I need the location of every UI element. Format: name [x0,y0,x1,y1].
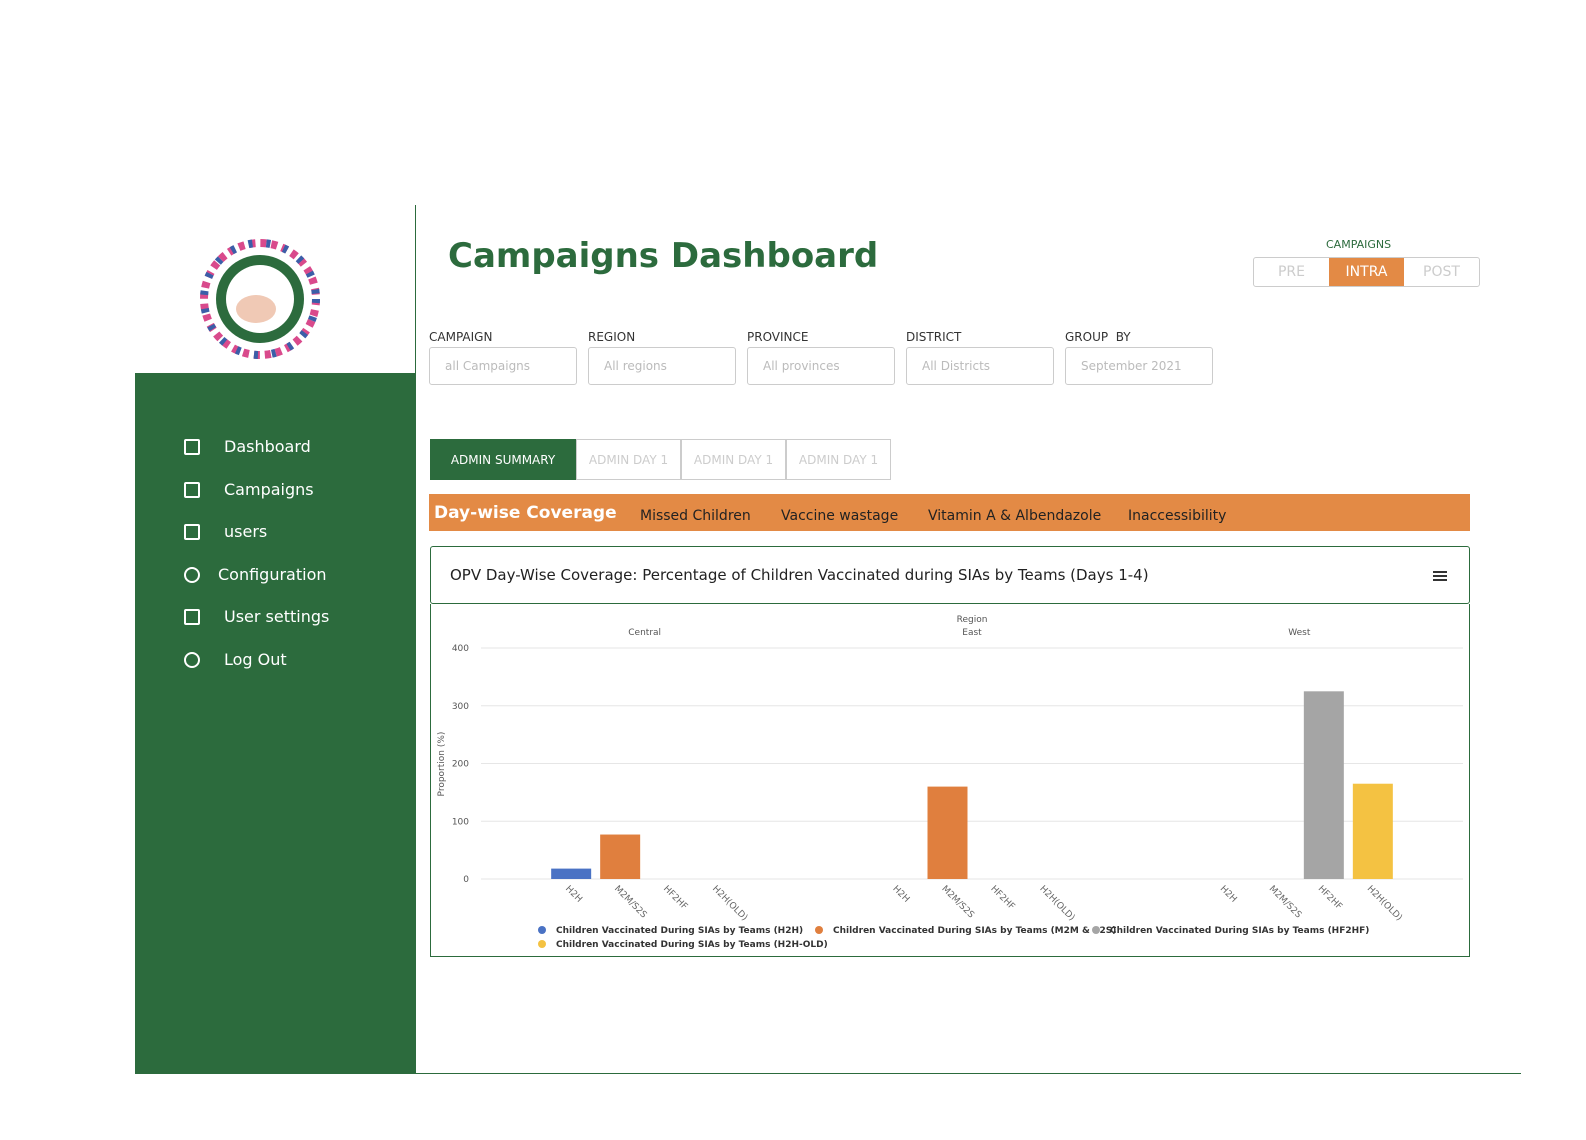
filter-input[interactable]: All Districts [906,347,1054,385]
filter-label: GROUP BY [1065,330,1131,344]
legend-label: Children Vaccinated During SIAs by Teams… [556,940,828,950]
legend-swatch [815,926,823,934]
x-tick-label: H2H(OLD) [1037,884,1076,923]
legend-swatch [1092,926,1100,934]
section-bar [429,494,1470,531]
legend-swatch [538,940,546,948]
bar [1352,783,1393,879]
chart: 0 100 200 300 400 Proportion (%) Region Central… [430,604,1470,957]
chart-menu[interactable] [1433,571,1447,581]
logo [200,239,320,359]
nav-item[interactable]: Campaigns [224,479,314,499]
section-tab[interactable]: Vaccine wastage [781,508,899,524]
group-label: Central [628,628,661,638]
bar [927,786,968,879]
x-tick-label: H2H(OLD) [1365,884,1404,923]
nav-icon [184,481,200,498]
phase-button[interactable]: POST [1423,264,1460,280]
x-tick-label: HF2HF [1316,884,1344,912]
tab[interactable]: ADMIN DAY 1 [576,439,681,480]
group-label: West [1288,628,1311,638]
x-tick-label: H2H(OLD) [710,884,749,923]
x-tick-label: M2M/S2S [939,884,976,921]
nav-item[interactable]: users [224,522,268,541]
bar [551,868,592,879]
filter-label: REGION [588,330,636,344]
y-tick-label: 300 [452,702,469,712]
filter-input[interactable]: All regions [588,347,736,385]
y-tick-label: 100 [452,817,469,827]
filter-label: CAMPAIGN [429,330,493,344]
nav-item[interactable]: Log Out [224,649,287,669]
nav-icon [184,609,200,625]
bar [1303,691,1344,879]
nav-icon [184,651,200,668]
campaigns-label: CAMPAIGNS [1326,238,1392,251]
legend-label: Children Vaccinated During SIAs by Teams… [1110,926,1369,936]
nav-icon [184,439,200,455]
bar [600,834,641,879]
tab[interactable]: ADMIN SUMMARY [430,439,576,480]
y-axis-label: Proportion (%) [437,732,447,797]
nav-item[interactable]: Configuration [218,564,327,584]
x-tick-label: H2H [563,884,584,905]
nav-icon [184,524,200,540]
legend-label: Children Vaccinated During SIAs by Teams… [833,926,1116,936]
x-tick-label: HF2HF [661,884,689,912]
section-tab[interactable]: Inaccessibility [1128,508,1227,524]
y-tick-label: 400 [452,644,469,654]
section-tab[interactable]: Day-wise Coverage [434,503,617,523]
x-tick-label: M2M/S2S [612,884,649,921]
legend-label: Children Vaccinated During SIAs by Teams… [556,926,803,936]
bottom-line [416,1073,1521,1074]
nav-icon [184,566,200,583]
nav-item[interactable]: User settings [224,607,330,626]
filter-label: PROVINCE [747,330,809,344]
phase-button[interactable]: INTRA [1329,258,1404,286]
x-tick-label: M2M/S2S [1267,884,1304,921]
group-label: East [962,628,982,638]
section-tab[interactable]: Vitamin A & Albendazole [928,508,1102,524]
chart-header [430,546,1470,604]
y-tick-label: 0 [463,875,469,885]
y-tick-label: 200 [452,760,469,770]
x-tick-label: H2H [890,884,911,905]
filter-input[interactable]: September 2021 [1065,347,1213,385]
x-axis-label: Region [957,615,988,625]
page-title: Campaigns Dashboard [448,236,879,276]
filter-input[interactable]: all Campaigns [429,347,577,385]
filter-label: DISTRICT [906,330,962,344]
nav-item[interactable]: Dashboard [224,437,311,456]
x-tick-label: H2H [1218,884,1239,905]
x-tick-label: HF2HF [988,884,1016,912]
divider [415,205,416,1074]
sidebar [135,373,416,1074]
phase-toggle: PRE INTRA POST [1253,257,1480,287]
phase-button[interactable]: PRE [1277,264,1305,280]
section-tab[interactable]: Missed Children [640,508,751,524]
tab[interactable]: ADMIN DAY 1 [681,439,786,480]
chart-title: OPV Day-Wise Coverage: Percentage of Chi… [450,566,1149,584]
filter-input[interactable]: All provinces [747,347,895,385]
tab[interactable]: ADMIN DAY 1 [786,439,891,480]
tabs: ADMIN SUMMARY ADMIN DAY 1 ADMIN DAY 1 ADMIN… [430,439,891,480]
legend-swatch [538,926,546,934]
